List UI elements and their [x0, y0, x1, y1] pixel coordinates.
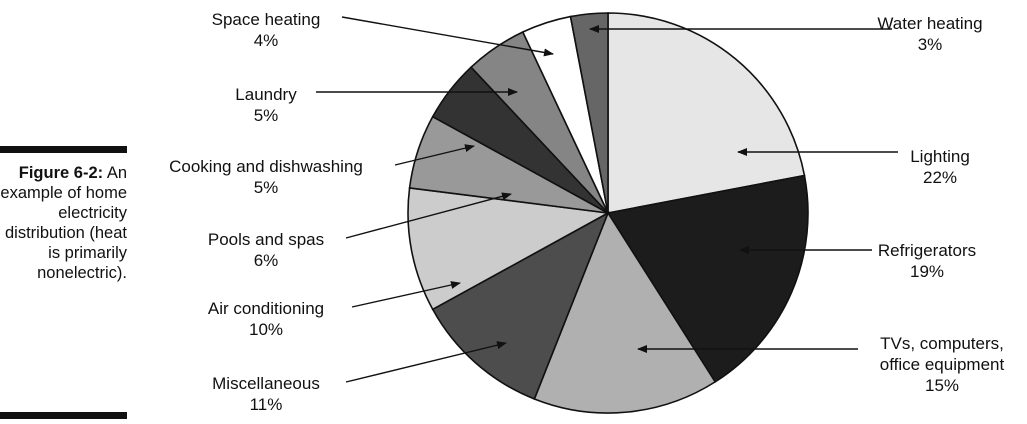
leader-line-cooking-and-dishwashing — [394, 144, 475, 166]
slice-label-refrigerators: Refrigerators — [878, 241, 976, 260]
pie-slice-miscellaneous — [431, 211, 610, 400]
pie-slice-tvs-computers-office-equipment — [533, 211, 717, 414]
slice-label-pools-and-spas: Pools and spas — [208, 230, 324, 249]
slice-label-miscellaneous: Miscellaneous — [212, 374, 320, 393]
slice-label-cooking-and-dishwashing: Cooking and dishwashing — [169, 157, 363, 176]
leader-line-air-conditioning — [351, 281, 461, 308]
slice-label-water-heating: Water heating — [877, 14, 982, 33]
slice-value-water-heating: 3% — [918, 35, 943, 54]
slice-label-tvs-computers-office-equipment: office equipment — [880, 355, 1005, 374]
slice-value-cooking-and-dishwashing: 5% — [254, 178, 279, 197]
slice-label-laundry: Laundry — [235, 85, 297, 104]
leader-lines — [316, 16, 898, 383]
pie-slice-lighting — [607, 12, 806, 214]
pie-slices — [407, 12, 809, 414]
pie-slice-refrigerators — [606, 174, 809, 383]
slice-label-space-heating: Space heating — [212, 10, 321, 29]
slice-value-air-conditioning: 10% — [249, 320, 283, 339]
figure-number: Figure 6-2: — [18, 164, 104, 182]
leader-line-space-heating — [341, 16, 554, 57]
slice-label-air-conditioning: Air conditioning — [208, 299, 324, 318]
figure-caption-text: An example of home electricity distribut… — [0, 164, 127, 282]
slice-value-miscellaneous: 11% — [250, 395, 283, 414]
slice-value-tvs-computers-office-equipment: 15% — [925, 376, 959, 395]
slice-value-lighting: 22% — [923, 168, 957, 187]
caption-bottom-rule — [0, 412, 127, 419]
caption-text: Figure 6-2: An example of home electrici… — [0, 163, 127, 283]
slice-value-pools-and-spas: 6% — [254, 251, 279, 270]
slice-value-refrigerators: 19% — [910, 262, 944, 281]
leader-line-pools-and-spas — [345, 192, 512, 239]
pie-slice-air-conditioning — [407, 187, 611, 311]
caption-top-rule — [0, 146, 127, 153]
slice-value-laundry: 5% — [254, 106, 279, 125]
slice-label-lighting: Lighting — [910, 147, 970, 166]
pie-slice-water-heating — [569, 12, 609, 214]
slice-label-tvs-computers-office-equipment: TVs, computers, — [880, 334, 1004, 353]
slice-labels: Lighting 22% Refrigerators 19% TVs, computer… — [169, 10, 1004, 414]
slice-value-space-heating: 4% — [254, 31, 279, 50]
leader-line-miscellaneous — [345, 341, 507, 383]
